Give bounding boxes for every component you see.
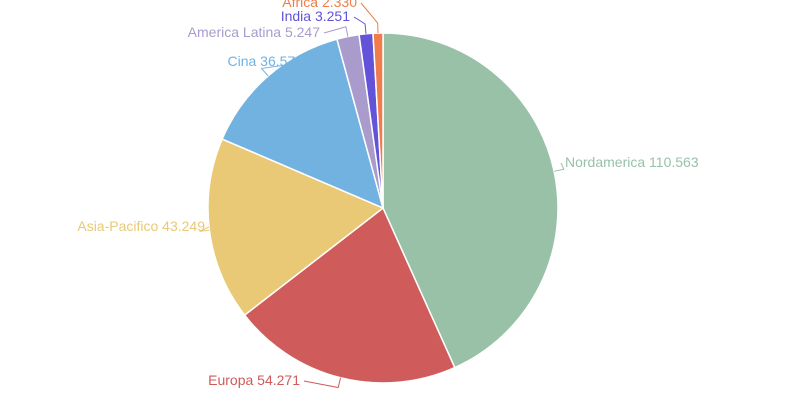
slice-value: 3.251 <box>315 8 350 24</box>
slice-name: Nordamerica <box>565 154 645 170</box>
leader-line <box>260 61 308 77</box>
leader-line <box>199 226 210 232</box>
slice-label: Europa 54.271 <box>208 372 300 388</box>
slice-value: 43.249 <box>162 218 205 234</box>
slice-label: Cina 36.576 <box>227 53 303 69</box>
slice-label: Asia-Pacifico 43.249 <box>77 218 205 234</box>
leader-line <box>353 16 367 34</box>
slice-label: America Latina 5.247 <box>188 24 321 40</box>
leader-line <box>303 377 342 389</box>
slice-name: America Latina <box>188 24 282 40</box>
slice-label: India 3.251 <box>281 8 350 24</box>
pie-slice <box>382 32 559 369</box>
leader-line <box>360 2 379 34</box>
slice-name: Europa <box>208 372 253 388</box>
slice-value: 110.563 <box>649 154 699 170</box>
leader-line <box>554 162 565 172</box>
slice-name: Africa <box>282 0 318 10</box>
slice-value: 36.576 <box>260 53 303 69</box>
pie-slice <box>221 38 385 210</box>
slice-value: 2.330 <box>322 0 357 10</box>
leader-line <box>323 26 349 37</box>
slice-name: Asia-Pacifico <box>77 218 158 234</box>
slice-label: Africa 2.330 <box>282 0 357 10</box>
slice-label: Nordamerica 110.563 <box>565 154 699 170</box>
slice-name: Cina <box>227 53 256 69</box>
slice-value: 5.247 <box>285 24 320 40</box>
slice-name: India <box>281 8 312 24</box>
pie-slice <box>207 138 385 317</box>
pie-slice <box>243 206 456 384</box>
slice-value: 54.271 <box>257 372 300 388</box>
